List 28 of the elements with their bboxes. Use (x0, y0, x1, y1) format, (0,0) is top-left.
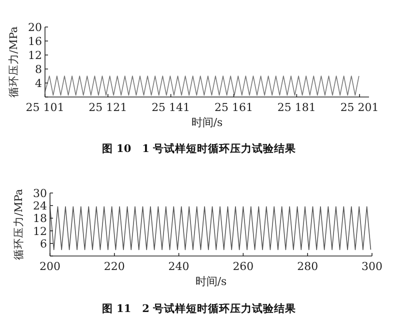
y-axis-title: 循环压力/MPa (7, 26, 20, 98)
x-tick-label: 280 (297, 260, 318, 273)
y-tick-label: 6 (40, 237, 47, 250)
x-tick-label: 25 201 (340, 101, 379, 114)
y-tick-label: 8 (35, 63, 42, 76)
x-tick-label: 300 (362, 260, 382, 273)
x-axis-title: 时间/s (195, 275, 228, 288)
x-tick-label: 260 (232, 260, 254, 273)
x-tick-label: 25 121 (88, 101, 128, 114)
y-tick-label: 16 (28, 35, 42, 48)
x-tick-label: 25 161 (214, 101, 253, 114)
x-tick-label: 25 101 (26, 101, 64, 114)
x-axis-title: 时间/s (191, 116, 224, 129)
x-tick-label: 220 (104, 260, 125, 273)
y-tick-label: 12 (28, 49, 42, 62)
y-tick-label: 18 (33, 212, 47, 226)
x-tick-label: 25 141 (152, 101, 190, 114)
y-tick-label: 4 (35, 77, 42, 90)
x-tick-label: 200 (40, 260, 60, 273)
y-tick-label: 20 (28, 21, 42, 34)
text: 图 10 1 号试样短时循环压力试验结果 (102, 142, 298, 155)
text: 图 11 2 号试样短时循环压力试验结果 (102, 302, 298, 315)
y-tick-label: 12 (33, 224, 47, 238)
y-tick-label: 30 (33, 187, 47, 200)
x-tick-label: 240 (168, 260, 190, 273)
x-tick-label: 25 181 (277, 101, 316, 114)
y-tick-label: 24 (33, 200, 47, 213)
y-axis-title: 循环压力/MPa (12, 188, 25, 260)
